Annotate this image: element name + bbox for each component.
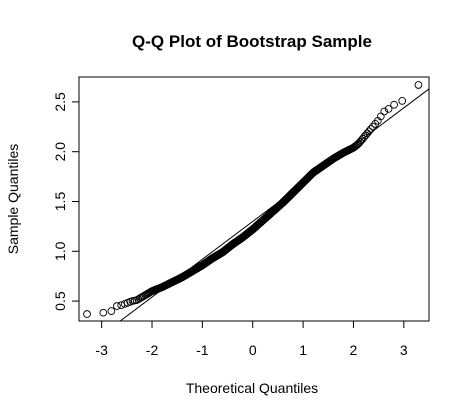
x-tick-label: 2 bbox=[350, 342, 358, 358]
qq-point bbox=[107, 307, 116, 315]
y-tick-label: 2.5 bbox=[52, 92, 68, 112]
qq-point bbox=[99, 308, 108, 317]
qq-point bbox=[365, 127, 373, 136]
qq-point bbox=[117, 301, 126, 310]
x-tick-label: -1 bbox=[196, 342, 209, 358]
qq-point bbox=[384, 105, 393, 113]
qq-point bbox=[113, 302, 121, 310]
x-tick-label: 1 bbox=[299, 342, 307, 358]
qq-point bbox=[380, 107, 389, 116]
y-tick-label: 2.0 bbox=[52, 142, 68, 162]
x-axis-label: Theoretical Quantiles bbox=[186, 380, 318, 396]
qq-point bbox=[83, 310, 91, 318]
y-tick-label: 1.0 bbox=[52, 241, 68, 261]
x-tick-label: -2 bbox=[146, 342, 159, 358]
y-axis-label: Sample Quantiles bbox=[5, 144, 21, 255]
qq-point bbox=[398, 97, 407, 105]
qq-point bbox=[369, 122, 377, 131]
x-tick-label: -3 bbox=[95, 342, 108, 358]
x-tick-label: 0 bbox=[249, 342, 257, 358]
y-tick-label: 1.5 bbox=[52, 192, 68, 212]
qq-point bbox=[367, 125, 375, 133]
x-axis-ticks: -3 -2 -1 0 1 2 3 bbox=[95, 321, 408, 358]
x-tick-label: 3 bbox=[400, 342, 408, 358]
y-tick-label: 0.5 bbox=[52, 291, 68, 311]
qq-point bbox=[414, 81, 423, 89]
chart-title: Q-Q Plot of Bootstrap Sample bbox=[132, 32, 372, 51]
data-points bbox=[83, 81, 423, 318]
y-axis-ticks: 0.5 1.0 1.5 2.0 2.5 bbox=[52, 92, 79, 311]
qq-point bbox=[390, 100, 398, 109]
plot-frame bbox=[78, 76, 430, 322]
